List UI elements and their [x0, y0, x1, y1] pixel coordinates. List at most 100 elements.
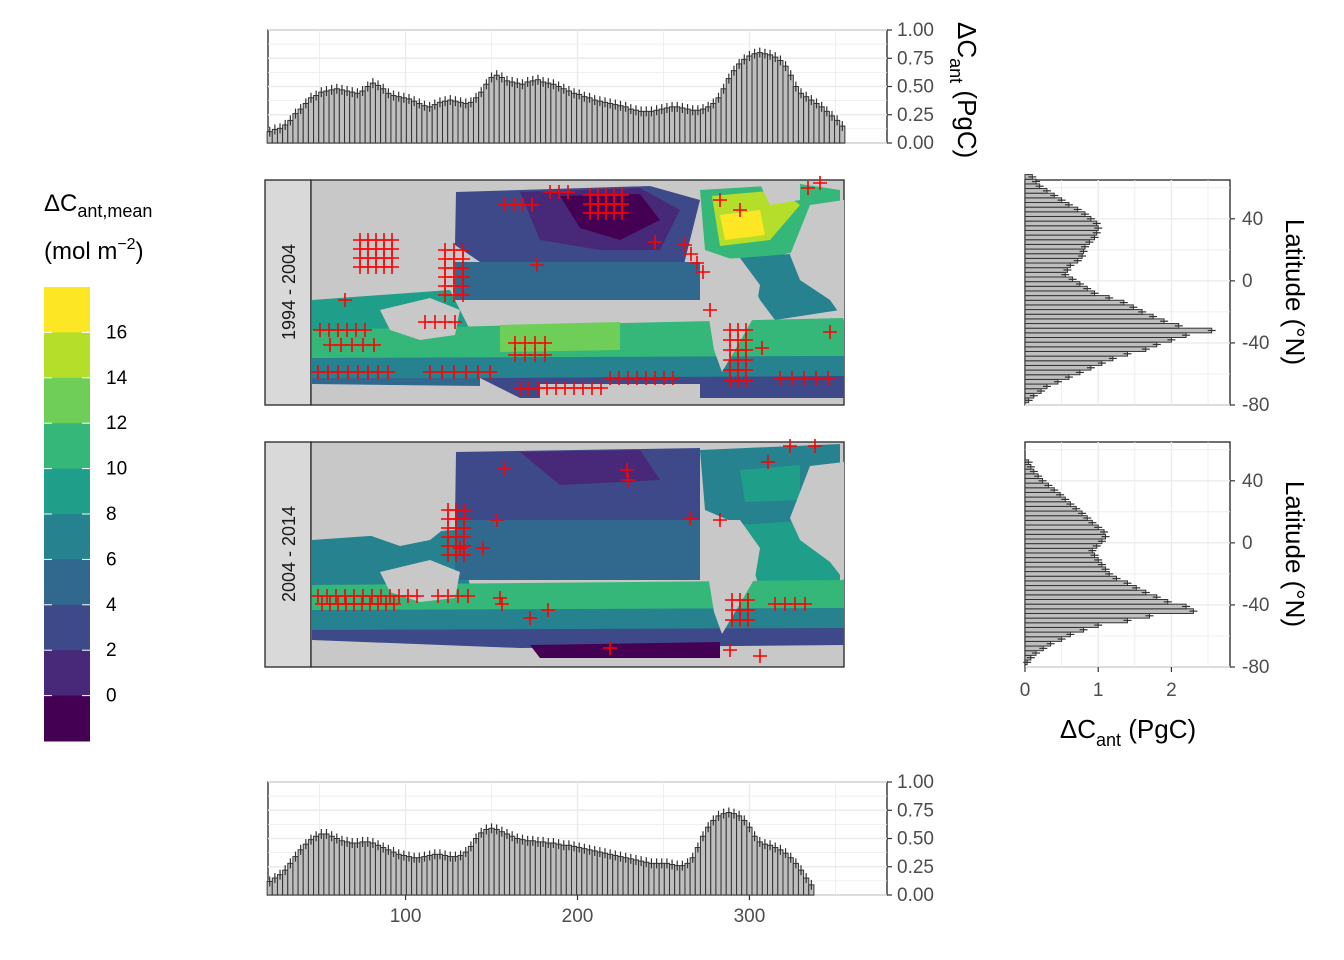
lat1-bar — [1024, 327, 1213, 334]
lat1-bar — [1024, 215, 1092, 222]
top-bar — [560, 88, 567, 144]
map1-cross-marker — [813, 176, 827, 190]
map1-cross-marker — [684, 247, 698, 261]
map1-cross-marker — [713, 193, 727, 207]
top-bar — [380, 88, 387, 144]
top-bar — [715, 97, 722, 144]
bottom-bar — [395, 853, 402, 896]
bottom-bar — [328, 835, 335, 896]
lat1-bar — [1024, 290, 1096, 297]
bottom-bar — [576, 847, 583, 896]
top-bar — [797, 92, 805, 144]
bottom-bar — [307, 839, 315, 896]
bottom-bar — [627, 858, 634, 896]
top-bar — [447, 99, 454, 144]
top-ytick-label: 0.50 — [897, 77, 934, 98]
map1-cross-marker — [381, 365, 395, 379]
map2-cross-marker — [453, 541, 467, 555]
map1-cross-marker — [435, 365, 449, 379]
bottom-bar — [364, 841, 371, 896]
top-bar — [622, 106, 629, 144]
bottom-bar — [586, 849, 593, 896]
map1-cross-marker — [525, 198, 539, 212]
bottom-bar — [354, 842, 361, 896]
top-bar — [483, 83, 490, 144]
top-bar — [323, 90, 330, 144]
legend-label: 6 — [106, 549, 117, 570]
map1-cross-marker — [615, 206, 629, 220]
top-bar — [730, 70, 738, 144]
bottom-bar — [421, 856, 428, 896]
top-bar — [777, 60, 784, 144]
top-bar — [421, 105, 428, 144]
map1-cross-marker — [678, 238, 692, 252]
bottom-bar — [601, 852, 609, 896]
top-bar — [818, 106, 825, 144]
bottom-bar — [462, 851, 469, 896]
map1-cross-marker — [809, 371, 823, 385]
top-bar — [369, 82, 376, 144]
bottom-bar — [323, 833, 330, 896]
top-bar — [514, 82, 521, 144]
legend-swatch — [44, 423, 90, 470]
lat1-bar — [1024, 211, 1086, 217]
bottom-bar — [416, 857, 423, 896]
map2-cross-marker — [490, 513, 504, 527]
lat2-y-axis: -80 -40 0 40 — [1230, 471, 1269, 678]
bottom-longitude-histogram: 0.00 0.25 0.50 0.75 1.00 100 200 300 — [266, 772, 934, 927]
top-bar — [601, 101, 609, 144]
lat2-bar — [1024, 636, 1063, 642]
top-bar — [710, 102, 717, 144]
lat1-y-axis: -80 -40 0 40 — [1230, 209, 1269, 416]
top-bar — [792, 86, 799, 144]
bottom-bar — [766, 844, 774, 896]
lat2-bar — [1024, 622, 1099, 628]
map1-cross-marker — [755, 341, 769, 355]
bottom-bar — [478, 832, 485, 896]
lat1-bar — [1024, 239, 1090, 245]
top-bar — [534, 79, 542, 144]
lat1-bar — [1024, 206, 1079, 213]
bottom-bar — [333, 838, 340, 896]
lat1-y-axis-label: Latitude (°N) — [1280, 219, 1310, 365]
map2-cross-marker — [461, 589, 475, 603]
lat1-bar — [1024, 248, 1085, 255]
map2-cross-marker — [476, 541, 490, 555]
map2-cross-marker — [761, 455, 775, 469]
map2-cross-marker — [808, 439, 822, 453]
top-bar — [359, 90, 366, 144]
lat2-bar — [1024, 533, 1107, 540]
map1-cross-marker — [358, 323, 372, 337]
top-bar — [519, 83, 526, 144]
lat2-bar — [1024, 575, 1118, 582]
map1-cross-marker — [483, 365, 497, 379]
lat1-bars — [1024, 174, 1216, 404]
map1-cross-marker — [821, 371, 835, 385]
top-bar — [545, 82, 552, 144]
lat1-bar — [1024, 350, 1128, 357]
top-bar — [658, 108, 665, 144]
map1-cross-marker — [801, 181, 815, 195]
bottom-bar — [787, 857, 794, 896]
top-bar — [736, 63, 743, 144]
bottom-bar — [411, 857, 418, 896]
bottom-bar — [756, 841, 763, 896]
top-bars — [266, 47, 846, 144]
lat1-bar — [1024, 318, 1165, 325]
top-bar — [493, 74, 500, 144]
map2-cross-marker — [493, 591, 507, 605]
lat1-bar — [1024, 323, 1180, 329]
map-panel-2004-2014: 2004 - 2014 — [264, 439, 845, 668]
top-bar — [808, 99, 815, 144]
bottom-bar — [736, 815, 743, 896]
bottom-bar — [555, 843, 562, 896]
colorbar-legend: ΔCant,mean (mol m−2) 16 14 12 10 8 6 4 2 0 — [44, 190, 152, 742]
top-bar — [462, 102, 469, 144]
strip-label-1994-2004: 1994 - 2004 — [279, 244, 299, 340]
bottom-bar — [426, 854, 433, 896]
legend-label: 16 — [106, 322, 127, 343]
bottom-bar — [503, 833, 511, 896]
top-bar — [498, 76, 505, 144]
top-bar — [364, 86, 371, 144]
bottom-bar — [761, 843, 768, 896]
